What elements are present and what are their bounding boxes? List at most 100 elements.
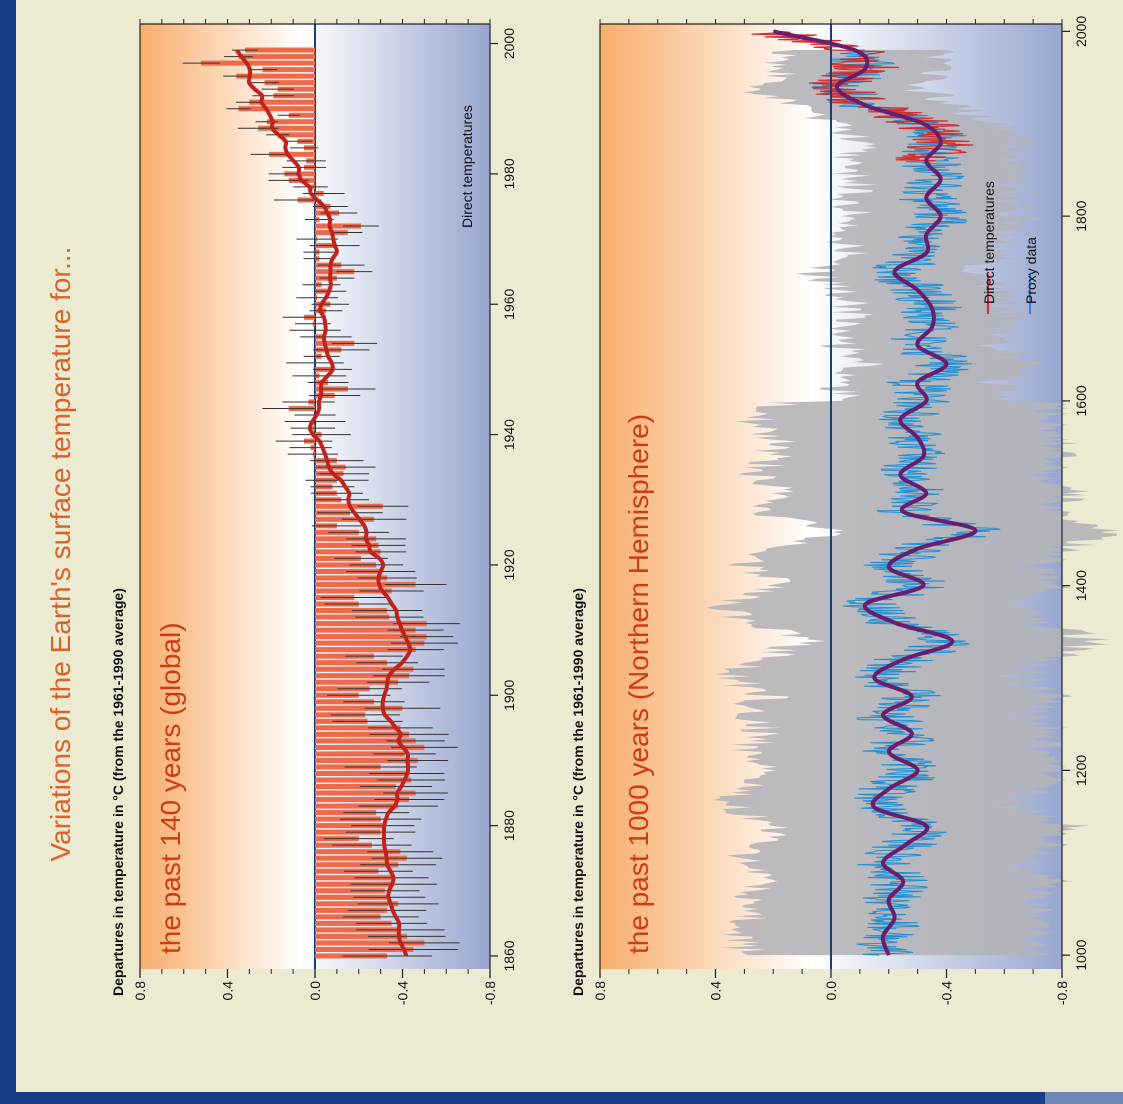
bar-1893 xyxy=(315,738,416,744)
panel-global-xtick-label: 1980 xyxy=(501,158,517,189)
bar-1993 xyxy=(277,86,315,92)
panel-global-title: the past 140 years (global) xyxy=(155,622,186,954)
panel-global-xtick-label: 1920 xyxy=(501,549,517,580)
panel-global-xtick-label: 1940 xyxy=(501,419,517,450)
bar-1865 xyxy=(315,920,392,926)
bar-1902 xyxy=(315,679,399,685)
panel-global-ytick-label: -0.8 xyxy=(482,981,498,1005)
panel-nh-ytick-label: 0.8 xyxy=(592,981,608,1001)
bar-1870 xyxy=(315,888,385,894)
panel-nh-smoothed-line xyxy=(772,29,978,956)
bar-1890 xyxy=(315,757,418,763)
bar-1918 xyxy=(315,575,388,581)
slide-title: Variations of the Earth's surface temper… xyxy=(45,247,76,862)
frame-border-left xyxy=(0,0,16,1104)
panel-nh-legend: Direct temperatures Proxy data xyxy=(981,181,1039,314)
bar-1903 xyxy=(315,673,410,679)
bar-1997 xyxy=(201,60,315,66)
bar-1924 xyxy=(315,536,377,542)
bar-1862 xyxy=(315,940,425,946)
panel-nh-direct-line xyxy=(751,30,974,162)
bar-1999 xyxy=(245,47,315,53)
frame-border-bottom xyxy=(0,1092,1123,1104)
bar-1891 xyxy=(315,751,405,757)
panel-nh-title: the past 1000 years (Northern Hemisphere… xyxy=(623,414,654,954)
bar-1898 xyxy=(315,705,403,711)
panel-nh-ytick-label: 0.0 xyxy=(823,981,839,1001)
bar-1892 xyxy=(315,744,425,750)
bar-1895 xyxy=(315,725,401,731)
bar-1995 xyxy=(236,73,315,79)
bar-1991 xyxy=(249,99,315,105)
panel-nh-xtick-label: 1200 xyxy=(1073,755,1089,786)
bar-1994 xyxy=(264,80,315,86)
bar-1888 xyxy=(315,770,407,777)
bar-1876 xyxy=(315,849,401,855)
bar-1972 xyxy=(315,223,361,229)
bar-1916 xyxy=(315,588,392,594)
bar-1880 xyxy=(315,823,383,829)
legend-proxy-label: Proxy data xyxy=(1023,237,1039,304)
bar-1986 xyxy=(277,132,315,138)
bar-1872 xyxy=(315,875,392,881)
frame-corner-accent xyxy=(1045,1092,1123,1104)
panel-global-xtick-label: 1860 xyxy=(501,940,517,971)
bar-1868 xyxy=(315,901,399,907)
panel-global-ylabel: Departures in temperature in °C (from th… xyxy=(110,588,126,996)
bar-1989 xyxy=(288,112,315,118)
bar-1920 xyxy=(315,562,377,568)
bar-1886 xyxy=(315,783,396,790)
bar-1983 xyxy=(269,151,315,157)
panel-global-ytick-label: -0.4 xyxy=(395,981,411,1005)
panel-nh: Departures in temperature in °C (from th… xyxy=(570,16,1120,1006)
panel-global-smoothed-line xyxy=(235,48,413,957)
bar-1863 xyxy=(315,933,407,939)
bar-1904 xyxy=(315,666,414,672)
panel-global-xtick-label: 1960 xyxy=(501,288,517,319)
bar-1965 xyxy=(315,269,355,275)
bar-1917 xyxy=(315,581,416,588)
bar-1906 xyxy=(315,653,375,659)
panel-global-ytick-label: 0.0 xyxy=(307,981,323,1001)
bar-1869 xyxy=(315,894,390,900)
bar-1894 xyxy=(315,731,410,737)
panel-nh-xtick-label: 1400 xyxy=(1073,570,1089,601)
bar-1875 xyxy=(315,855,407,861)
panel-nh-xtick-label: 1600 xyxy=(1073,385,1089,416)
panel-global-xtick-label: 2000 xyxy=(501,28,517,59)
bar-1988 xyxy=(266,119,315,125)
panel-nh-ylabel: Departures in temperature in °C (from th… xyxy=(570,588,586,996)
bar-1913 xyxy=(315,608,388,614)
bar-1905 xyxy=(315,660,388,666)
panel-global-xtick-label: 1880 xyxy=(501,810,517,841)
bar-1885 xyxy=(315,790,416,796)
panel-nh-xtick-label: 1000 xyxy=(1073,939,1089,970)
bar-1884 xyxy=(315,797,410,803)
panel-nh-xtick-label: 1800 xyxy=(1073,200,1089,231)
bar-1998 xyxy=(238,54,315,60)
panel-global-ytick-label: 0.8 xyxy=(132,981,148,1001)
bar-1912 xyxy=(315,614,390,620)
panel-nh-ytick-label: -0.4 xyxy=(939,981,955,1005)
panel-global-xtick-label: 1900 xyxy=(501,679,517,710)
bar-1874 xyxy=(315,862,399,868)
legend-direct-temperatures: Direct temperatures xyxy=(459,105,475,228)
bar-1910 xyxy=(315,627,416,633)
panel-global: Departures in temperature in °C (from th… xyxy=(110,19,517,1005)
bar-1996 xyxy=(262,67,315,73)
bar-1922 xyxy=(315,549,381,555)
legend-direct-label: Direct temperatures xyxy=(981,181,997,304)
bar-1887 xyxy=(315,777,412,783)
panel-global-ytick-label: 0.4 xyxy=(220,981,236,1001)
bar-1883 xyxy=(315,803,399,809)
panel-nh-ytick-label: -0.8 xyxy=(1054,981,1070,1005)
panel-nh-ytick-label: 0.4 xyxy=(708,981,724,1001)
panel-global-legend: Direct temperatures xyxy=(459,105,475,228)
panel-nh-xtick-label: 2000 xyxy=(1073,16,1089,47)
bar-1861 xyxy=(315,946,414,952)
